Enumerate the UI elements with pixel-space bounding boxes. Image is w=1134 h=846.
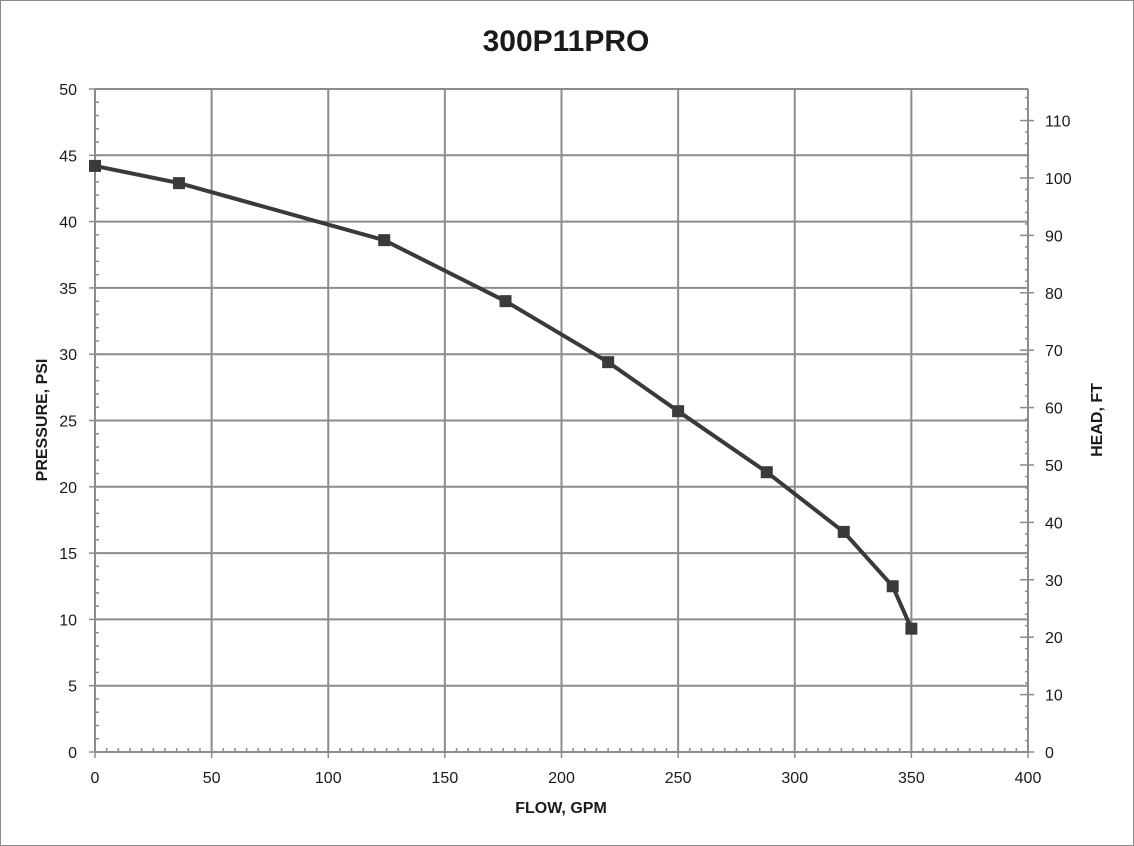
data-point-marker (837, 525, 850, 538)
y-tick-label: 10 (59, 612, 77, 629)
y-right-tick-label: 10 (1045, 688, 1063, 705)
y-right-tick-label: 60 (1045, 401, 1063, 418)
data-point-marker (672, 405, 685, 418)
y-right-tick-label: 100 (1045, 171, 1072, 188)
series-line (94, 163, 914, 630)
y-tick-label: 30 (59, 347, 77, 364)
gridlines (95, 88, 1029, 752)
x-tick-label: 150 (432, 770, 459, 787)
data-point-marker (905, 622, 918, 635)
y-tick-label: 45 (59, 148, 77, 165)
axes (89, 88, 1034, 758)
x-tick-label: 200 (548, 770, 575, 787)
y-tick-label: 20 (59, 480, 77, 497)
data-point-marker (602, 356, 615, 369)
y-right-tick-label: 70 (1045, 343, 1063, 360)
y-right-tick-label: 110 (1045, 114, 1071, 131)
chart-title: 300P11PRO (483, 25, 650, 58)
y-tick-label: 15 (59, 546, 77, 563)
y-tick-label: 0 (68, 745, 77, 762)
data-point-marker (760, 466, 773, 479)
data-point-marker (378, 234, 391, 247)
y-tick-label: 50 (59, 82, 77, 99)
y-axis-label: PRESSURE, PSI (34, 359, 51, 482)
data-point-marker (172, 177, 185, 190)
x-tick-label: 50 (203, 770, 221, 787)
y-right-tick-label: 30 (1045, 573, 1063, 590)
tick-labels: 0 50 100 150 200 250 300 350 4000510152025303540… (59, 82, 1072, 787)
y-right-tick-label: 90 (1045, 228, 1063, 245)
y-tick-label: 25 (59, 414, 77, 431)
y-tick-label: 35 (59, 281, 77, 298)
data-point-marker (499, 295, 512, 308)
x-axis-label: FLOW, GPM (515, 800, 607, 817)
x-tick-label: 300 (781, 770, 808, 787)
y-right-tick-label: 40 (1045, 515, 1063, 532)
y-right-tick-label: 80 (1045, 286, 1063, 303)
y-axis-right-label: HEAD, FT (1089, 383, 1106, 457)
x-tick-label: 0 (91, 770, 100, 787)
x-tick-label: 250 (665, 770, 692, 787)
y-right-tick-label: 0 (1045, 745, 1054, 762)
y-right-tick-label: 50 (1045, 458, 1063, 475)
x-tick-label: 100 (315, 770, 342, 787)
y-tick-label: 40 (59, 215, 77, 232)
y-right-tick-label: 20 (1045, 630, 1063, 647)
data-point-marker (886, 580, 899, 593)
x-tick-label: 400 (1015, 770, 1042, 787)
series-performance-curve (89, 159, 918, 635)
x-tick-label: 350 (898, 770, 925, 787)
data-point-marker (89, 159, 101, 172)
y-tick-label: 5 (68, 679, 77, 696)
